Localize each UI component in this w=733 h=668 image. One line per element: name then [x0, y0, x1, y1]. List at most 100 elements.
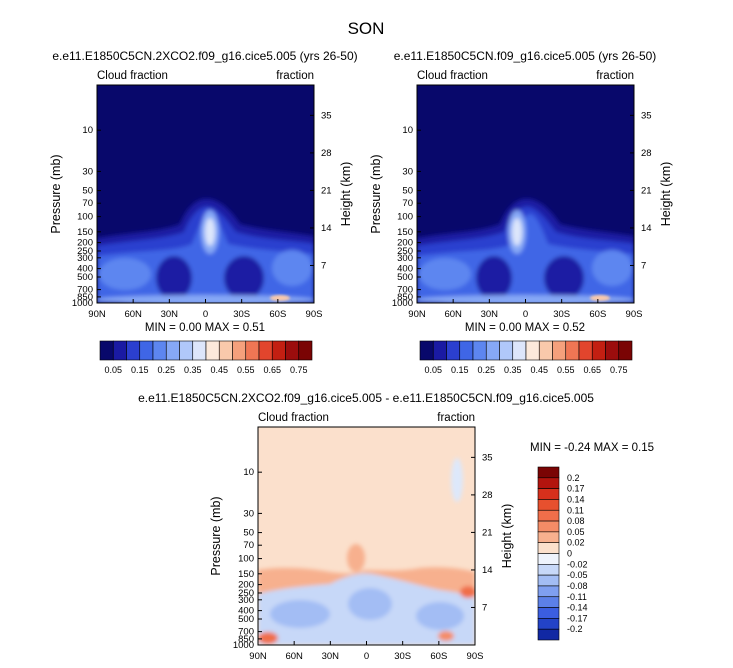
- colorbar-swatch: [205, 340, 220, 361]
- x-tick-label: 90N: [249, 651, 267, 662]
- colorbar-swatch: [537, 607, 560, 619]
- x-tick-label: 90S: [306, 309, 323, 320]
- right-axis-label: Height (km): [500, 504, 514, 569]
- y-tick-label: 300: [77, 253, 93, 264]
- colorbar-label: 0.75: [610, 365, 628, 375]
- colorbar-swatch: [271, 340, 286, 361]
- colorbar-swatch: [258, 340, 273, 361]
- cloud-core-low-right: [272, 250, 312, 286]
- x-tick-label: 60N: [285, 651, 303, 662]
- cloud-surface-max: [270, 295, 290, 301]
- panel-difference: e.e11.E1850C5CN.2XCO2.f09_g16.cice5.005 …: [138, 391, 654, 662]
- colorbar-swatch: [537, 499, 560, 511]
- colorbar-swatch: [512, 340, 527, 361]
- colorbar-swatch: [179, 340, 194, 361]
- y-tick-label: 1000: [233, 640, 254, 651]
- colorbar-swatch: [537, 509, 560, 522]
- y-tick-label: 1000: [72, 298, 93, 309]
- y-tick-label: 300: [238, 595, 254, 606]
- x-tick-label: 30N: [161, 309, 179, 320]
- y-tick-label: 70: [82, 198, 93, 209]
- x-ticks: 90N 60N 30N 0 30S 60S 90S: [408, 299, 642, 320]
- y-tick-label: 10: [402, 125, 413, 136]
- colorbar-label: -0.08: [567, 581, 588, 591]
- positive-upper-right: [460, 586, 475, 598]
- colorbar-swatch: [139, 340, 154, 361]
- colorbar-swatch: [537, 466, 560, 479]
- y-axis-label: Pressure (mb): [49, 154, 63, 233]
- right-annotation: fraction: [276, 70, 314, 82]
- y-axis-label: Pressure (mb): [209, 496, 223, 575]
- y-tick-label: 850: [77, 292, 93, 303]
- colorbar-swatch: [605, 340, 620, 361]
- colorbar-label: -0.2: [567, 624, 583, 634]
- y-tick-label: 500: [397, 272, 413, 283]
- colorbar-label: 0.55: [237, 365, 255, 375]
- cloud-gap-right: [544, 256, 584, 300]
- y-tick-label: 500: [77, 272, 93, 283]
- colorbar-label: 0.14: [567, 494, 585, 504]
- cloud-gap-left: [156, 256, 192, 300]
- right-tick-label: 28: [641, 148, 652, 159]
- colorbar-swatch: [537, 477, 560, 489]
- x-tick-label: 30S: [233, 309, 250, 320]
- field-plot: [417, 85, 634, 303]
- right-ticks: 35 28 21 14 7: [471, 452, 493, 613]
- x-tick-label: 30S: [394, 651, 411, 662]
- colorbar-label: 0.65: [263, 365, 281, 375]
- negative-core-left: [270, 600, 330, 628]
- right-tick-label: 14: [482, 565, 493, 576]
- x-tick-label: 90N: [408, 309, 426, 320]
- y-tick-label: 100: [397, 212, 413, 223]
- x-tick-label: 0: [203, 309, 208, 320]
- colorbar-swatch: [192, 340, 207, 361]
- right-tick-label: 28: [321, 148, 332, 159]
- positive-surface-left: [258, 632, 278, 644]
- y-tick-label: 850: [397, 292, 413, 303]
- colorbar: 0.05 0.15 0.25 0.35 0.45 0.55 0.65 0.75: [419, 340, 633, 375]
- stats-text: MIN = 0.00 MAX = 0.51: [145, 322, 265, 334]
- x-tick-label: 90S: [467, 651, 484, 662]
- panel-2xco2: e.e11.E1850C5CN.2XCO2.f09_g16.cice5.005 …: [49, 49, 358, 375]
- cloud-gap-right: [224, 256, 264, 300]
- colorbar-swatch: [537, 553, 560, 565]
- positive-tropical-plume: [347, 544, 365, 572]
- y-tick-label: 700: [238, 627, 254, 638]
- colorbar-label: 0.02: [567, 538, 585, 548]
- y-tick-label: 200: [397, 238, 413, 249]
- cloud-core-low-left: [99, 258, 151, 290]
- colorbar-swatch: [537, 520, 560, 533]
- x-tick-label: 30S: [553, 309, 570, 320]
- colorbar-swatch: [419, 340, 434, 361]
- colorbar-swatch: [485, 340, 500, 361]
- colorbar-label: 0.25: [477, 365, 495, 375]
- y-tick-label: 30: [402, 166, 413, 177]
- right-tick-label: 21: [482, 527, 493, 538]
- right-tick-label: 35: [321, 110, 332, 121]
- x-tick-label: 90N: [88, 309, 106, 320]
- colorbar-label: 0.35: [184, 365, 202, 375]
- colorbar-swatch: [591, 340, 606, 361]
- colorbar-label: 0.45: [530, 365, 548, 375]
- colorbar-swatch: [565, 340, 580, 361]
- colorbar-swatch: [537, 618, 560, 630]
- colorbar-swatch: [126, 340, 141, 361]
- right-tick-label: 7: [641, 260, 646, 271]
- stats-text: MIN = -0.24 MAX = 0.15: [530, 442, 654, 454]
- right-tick-label: 7: [482, 602, 487, 613]
- colorbar-swatch: [537, 585, 560, 598]
- colorbar-label: 0.05: [104, 365, 122, 375]
- colorbar-swatch: [112, 340, 127, 361]
- y-tick-label: 150: [77, 227, 93, 238]
- figure-title: SON: [348, 19, 385, 38]
- y-tick-label: 850: [238, 634, 254, 645]
- colorbar-label: 0.15: [131, 365, 149, 375]
- y-tick-label: 150: [397, 227, 413, 238]
- right-annotation: fraction: [437, 412, 475, 424]
- y-tick-label: 200: [238, 580, 254, 591]
- colorbar: 0.20.170.140.110.080.050.020-0.02-0.05-0…: [537, 466, 588, 641]
- colorbar-label: 0.35: [504, 365, 522, 375]
- y-tick-label: 700: [397, 285, 413, 296]
